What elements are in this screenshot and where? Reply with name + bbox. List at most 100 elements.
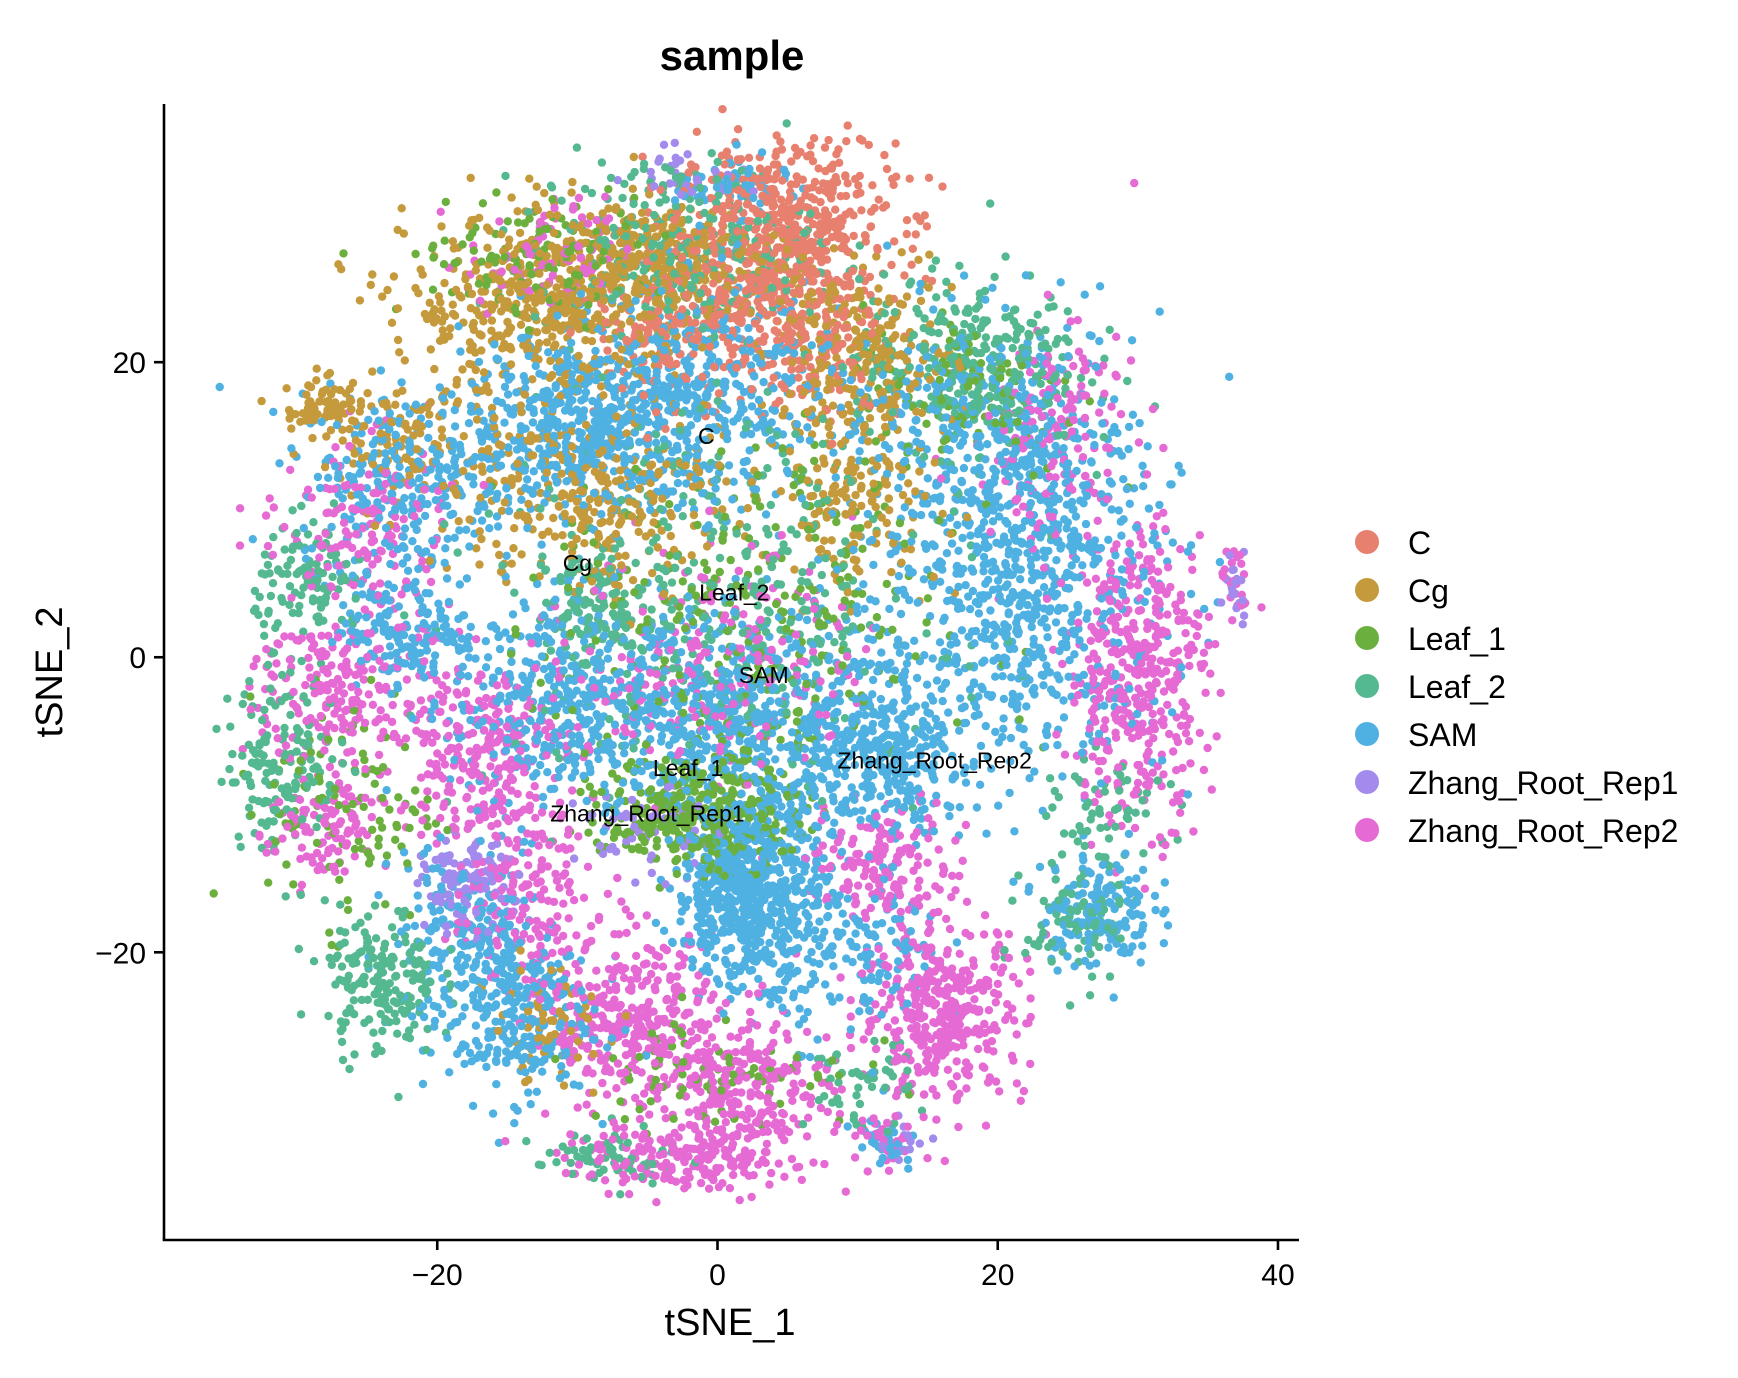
data-point: [769, 373, 778, 382]
data-point: [855, 241, 864, 250]
data-point: [1095, 942, 1104, 952]
data-point: [968, 486, 977, 495]
data-point: [825, 430, 835, 440]
data-point: [641, 532, 650, 541]
data-point: [561, 1070, 570, 1079]
data-point: [1035, 862, 1045, 872]
data-point: [648, 1179, 657, 1188]
data-point: [1216, 688, 1225, 698]
data-point: [851, 929, 860, 938]
data-point: [1008, 896, 1017, 905]
data-point: [1026, 967, 1035, 976]
data-point: [363, 912, 373, 921]
data-point: [983, 440, 992, 449]
data-point: [954, 668, 963, 677]
data-point: [638, 607, 647, 616]
data-point: [531, 813, 540, 823]
data-point: [394, 939, 403, 949]
data-point: [868, 181, 877, 190]
data-point: [462, 574, 472, 583]
data-point: [823, 912, 832, 922]
data-point: [522, 1137, 531, 1146]
data-point: [584, 828, 593, 837]
data-point: [861, 645, 871, 654]
data-point: [369, 1028, 378, 1037]
data-point: [678, 512, 687, 521]
data-point: [978, 1062, 987, 1071]
data-point: [677, 1123, 686, 1132]
data-point: [827, 194, 836, 203]
data-point: [856, 523, 865, 533]
data-point: [806, 1082, 815, 1091]
data-point: [898, 490, 908, 500]
data-point: [773, 328, 782, 337]
data-point: [724, 981, 734, 990]
data-point: [1152, 512, 1162, 521]
data-point: [358, 749, 368, 758]
data-point: [973, 1044, 983, 1054]
data-point: [1144, 739, 1153, 748]
data-point: [667, 578, 677, 587]
data-point: [1142, 788, 1152, 798]
data-point: [917, 814, 926, 823]
data-point: [628, 576, 638, 585]
data-point: [528, 375, 537, 384]
data-point: [1012, 508, 1021, 517]
data-point: [628, 184, 637, 193]
data-point: [416, 265, 425, 274]
data-point: [297, 656, 306, 666]
data-point: [914, 255, 923, 264]
data-point: [328, 572, 337, 582]
data-point: [591, 346, 600, 356]
data-point: [500, 418, 509, 427]
data-point: [504, 443, 513, 452]
data-point: [827, 666, 836, 676]
data-point: [860, 604, 869, 614]
data-point: [971, 314, 980, 324]
data-point: [297, 501, 306, 511]
data-point: [672, 972, 682, 981]
data-point: [952, 938, 962, 947]
data-point: [394, 602, 403, 611]
data-point: [297, 880, 307, 890]
data-point: [990, 272, 999, 282]
data-point: [469, 246, 478, 255]
data-point: [1228, 616, 1237, 625]
data-point: [702, 542, 712, 551]
data-point: [946, 640, 955, 649]
data-point: [1051, 875, 1060, 884]
data-point: [376, 366, 386, 375]
data-point: [477, 516, 487, 525]
data-point: [560, 1153, 569, 1163]
data-point: [916, 296, 926, 306]
data-point: [308, 594, 318, 603]
data-point: [395, 348, 404, 357]
data-point: [567, 338, 576, 348]
data-point: [999, 714, 1008, 723]
data-point: [914, 852, 923, 861]
data-point: [1143, 587, 1152, 596]
data-point: [440, 236, 449, 245]
data-point: [465, 542, 474, 551]
data-point: [767, 562, 776, 572]
data-point: [339, 689, 349, 698]
data-point: [393, 680, 402, 690]
data-point: [715, 553, 725, 563]
data-point: [1163, 610, 1172, 619]
data-point: [429, 253, 438, 262]
data-point: [855, 567, 864, 576]
data-point: [1095, 336, 1104, 346]
data-point: [312, 376, 321, 385]
data-point: [438, 697, 447, 706]
data-point: [923, 858, 932, 867]
data-point: [974, 599, 983, 609]
data-point: [891, 594, 901, 603]
data-point: [450, 806, 459, 815]
data-point: [824, 631, 833, 641]
data-point: [602, 1090, 612, 1099]
data-point: [1048, 803, 1057, 812]
data-point: [588, 675, 597, 685]
data-point: [516, 320, 526, 329]
data-point: [577, 616, 586, 625]
data-point: [803, 833, 812, 843]
